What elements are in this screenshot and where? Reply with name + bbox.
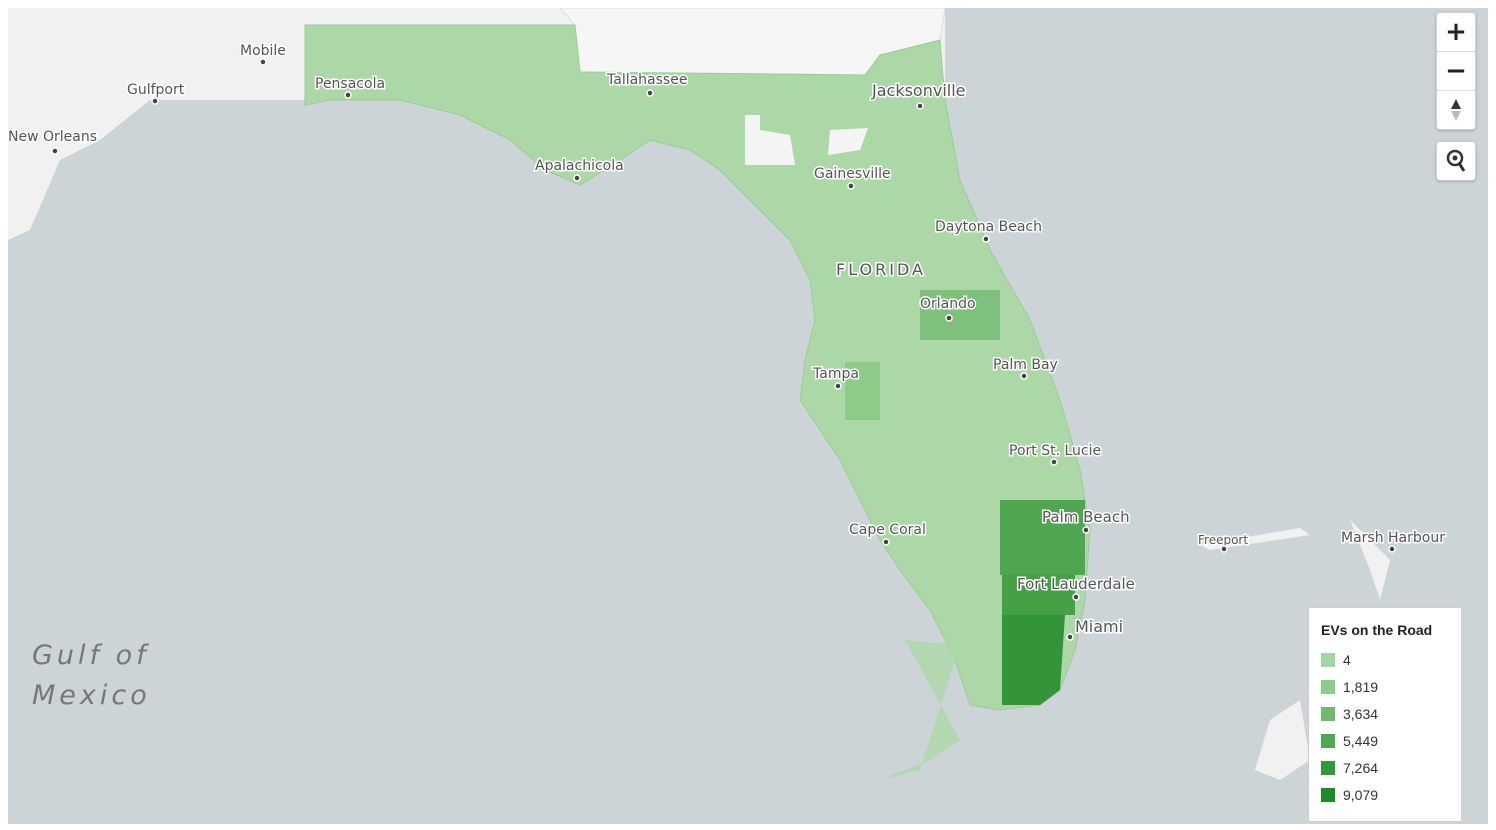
place-label: Palm Beach (1042, 508, 1130, 526)
water-label: Mexico (32, 680, 151, 711)
place-label: Miami (1075, 617, 1123, 636)
place-label: Mobile (240, 43, 286, 59)
place-label: New Orleans (8, 129, 97, 145)
compass-button[interactable] (1437, 90, 1475, 129)
legend-item: 5,449 (1321, 727, 1449, 754)
place-label: Jacksonville (871, 81, 966, 100)
legend-swatch (1321, 760, 1335, 775)
legend-swatch (1321, 679, 1335, 694)
place-label: Cape Coral (849, 522, 926, 538)
legend-label: 3,634 (1343, 705, 1379, 722)
legend-label: 7,264 (1343, 759, 1379, 776)
place-label: Port St. Lucie (1009, 443, 1101, 459)
place-label: Fort Lauderdale (1017, 575, 1135, 593)
search-control (1436, 141, 1476, 181)
place-label: Apalachicola (535, 158, 624, 174)
place-label: Pensacola (315, 76, 385, 92)
legend: EVs on the Road 4 1,819 3,634 5,449 7,264 9,0… (1308, 607, 1462, 822)
map-canvas: Mobile Gulfport New Orleans Pensacola Ta… (8, 8, 1488, 824)
place-labels: Mobile Gulfport New Orleans Pensacola Ta… (8, 42, 1447, 712)
zoom-in-button[interactable]: + (1445, 17, 1467, 47)
legend-item: 7,264 (1321, 754, 1449, 781)
legend-label: 4 (1343, 651, 1351, 668)
legend-item: 3,634 (1321, 700, 1449, 727)
legend-item: 4 (1321, 646, 1449, 673)
place-label: Palm Bay (993, 357, 1058, 373)
legend-swatch (1321, 733, 1335, 748)
place-label: Orlando (920, 296, 976, 312)
water-label: Gulf of (32, 640, 150, 671)
legend-swatch (1321, 787, 1335, 802)
compass-icon (1451, 99, 1461, 121)
zoom-out-button[interactable]: − (1437, 51, 1475, 90)
legend-items: 4 1,819 3,634 5,449 7,264 9,079 (1321, 646, 1449, 808)
region-label: FLORIDA (836, 260, 926, 279)
legend-label: 5,449 (1343, 732, 1379, 749)
place-label: Tallahassee (606, 72, 687, 88)
legend-item: 1,819 (1321, 673, 1449, 700)
map[interactable]: Mobile Gulfport New Orleans Pensacola Ta… (8, 8, 1488, 824)
legend-label: 1,819 (1343, 678, 1379, 695)
legend-item: 9,079 (1321, 781, 1449, 808)
legend-swatch (1321, 706, 1335, 721)
place-label: Marsh Harbour (1341, 530, 1445, 546)
legend-label: 9,079 (1343, 786, 1379, 803)
search-button[interactable] (1437, 142, 1475, 180)
place-label: Gulfport (127, 82, 185, 98)
place-label: Freeport (1198, 533, 1248, 547)
legend-swatch (1321, 652, 1335, 667)
search-icon (1446, 149, 1466, 172)
place-label: Gainesville (814, 166, 891, 182)
place-label: Daytona Beach (935, 219, 1042, 235)
legend-title: EVs on the Road (1321, 622, 1433, 638)
place-label: Tampa (812, 366, 859, 382)
zoom-controls: + − (1436, 12, 1476, 130)
